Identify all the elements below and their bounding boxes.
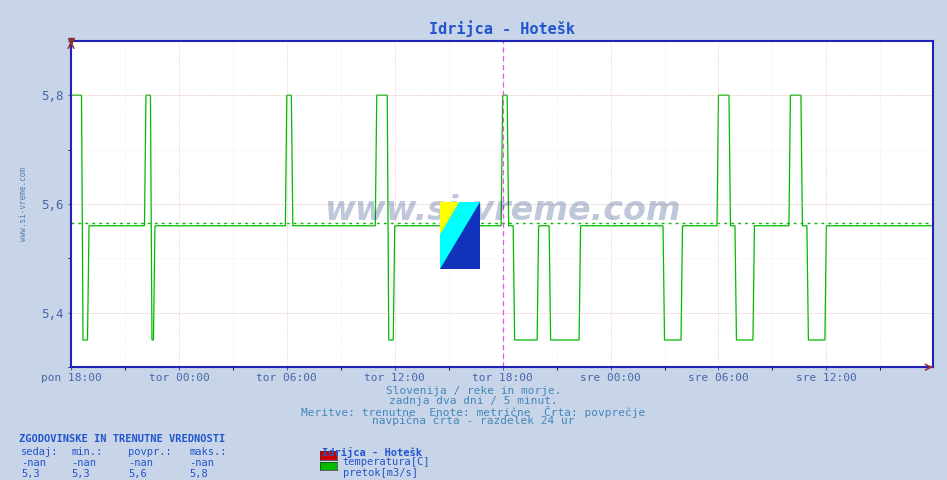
Text: 5,3: 5,3 [21, 469, 40, 480]
Text: Slovenija / reke in morje.: Slovenija / reke in morje. [385, 386, 562, 396]
Text: ZGODOVINSKE IN TRENUTNE VREDNOSTI: ZGODOVINSKE IN TRENUTNE VREDNOSTI [19, 434, 225, 444]
Text: min.:: min.: [71, 447, 102, 457]
Text: 5,3: 5,3 [71, 469, 90, 480]
Text: sedaj:: sedaj: [21, 447, 59, 457]
Text: www.si-vreme.com: www.si-vreme.com [324, 194, 680, 227]
Text: navpična črta - razdelek 24 ur: navpična črta - razdelek 24 ur [372, 415, 575, 426]
Text: -nan: -nan [21, 458, 45, 468]
Text: Idrijca - Hotešk: Idrijca - Hotešk [322, 447, 422, 458]
Polygon shape [440, 202, 460, 235]
Text: 5,8: 5,8 [189, 469, 208, 480]
Text: zadnja dva dni / 5 minut.: zadnja dva dni / 5 minut. [389, 396, 558, 406]
Text: 5,6: 5,6 [128, 469, 147, 480]
Polygon shape [440, 202, 480, 269]
Text: -nan: -nan [189, 458, 214, 468]
Polygon shape [440, 202, 480, 269]
Text: pretok[m3/s]: pretok[m3/s] [343, 468, 418, 478]
Text: -nan: -nan [128, 458, 152, 468]
Text: -nan: -nan [71, 458, 96, 468]
Text: www.si-vreme.com: www.si-vreme.com [19, 167, 28, 241]
Text: temperatura[C]: temperatura[C] [343, 457, 430, 467]
Text: maks.:: maks.: [189, 447, 227, 457]
Text: Meritve: trenutne  Enote: metrične  Črta: povprečje: Meritve: trenutne Enote: metrične Črta: … [301, 406, 646, 418]
Title: Idrijca - Hotešk: Idrijca - Hotešk [429, 20, 575, 37]
Text: povpr.:: povpr.: [128, 447, 171, 457]
